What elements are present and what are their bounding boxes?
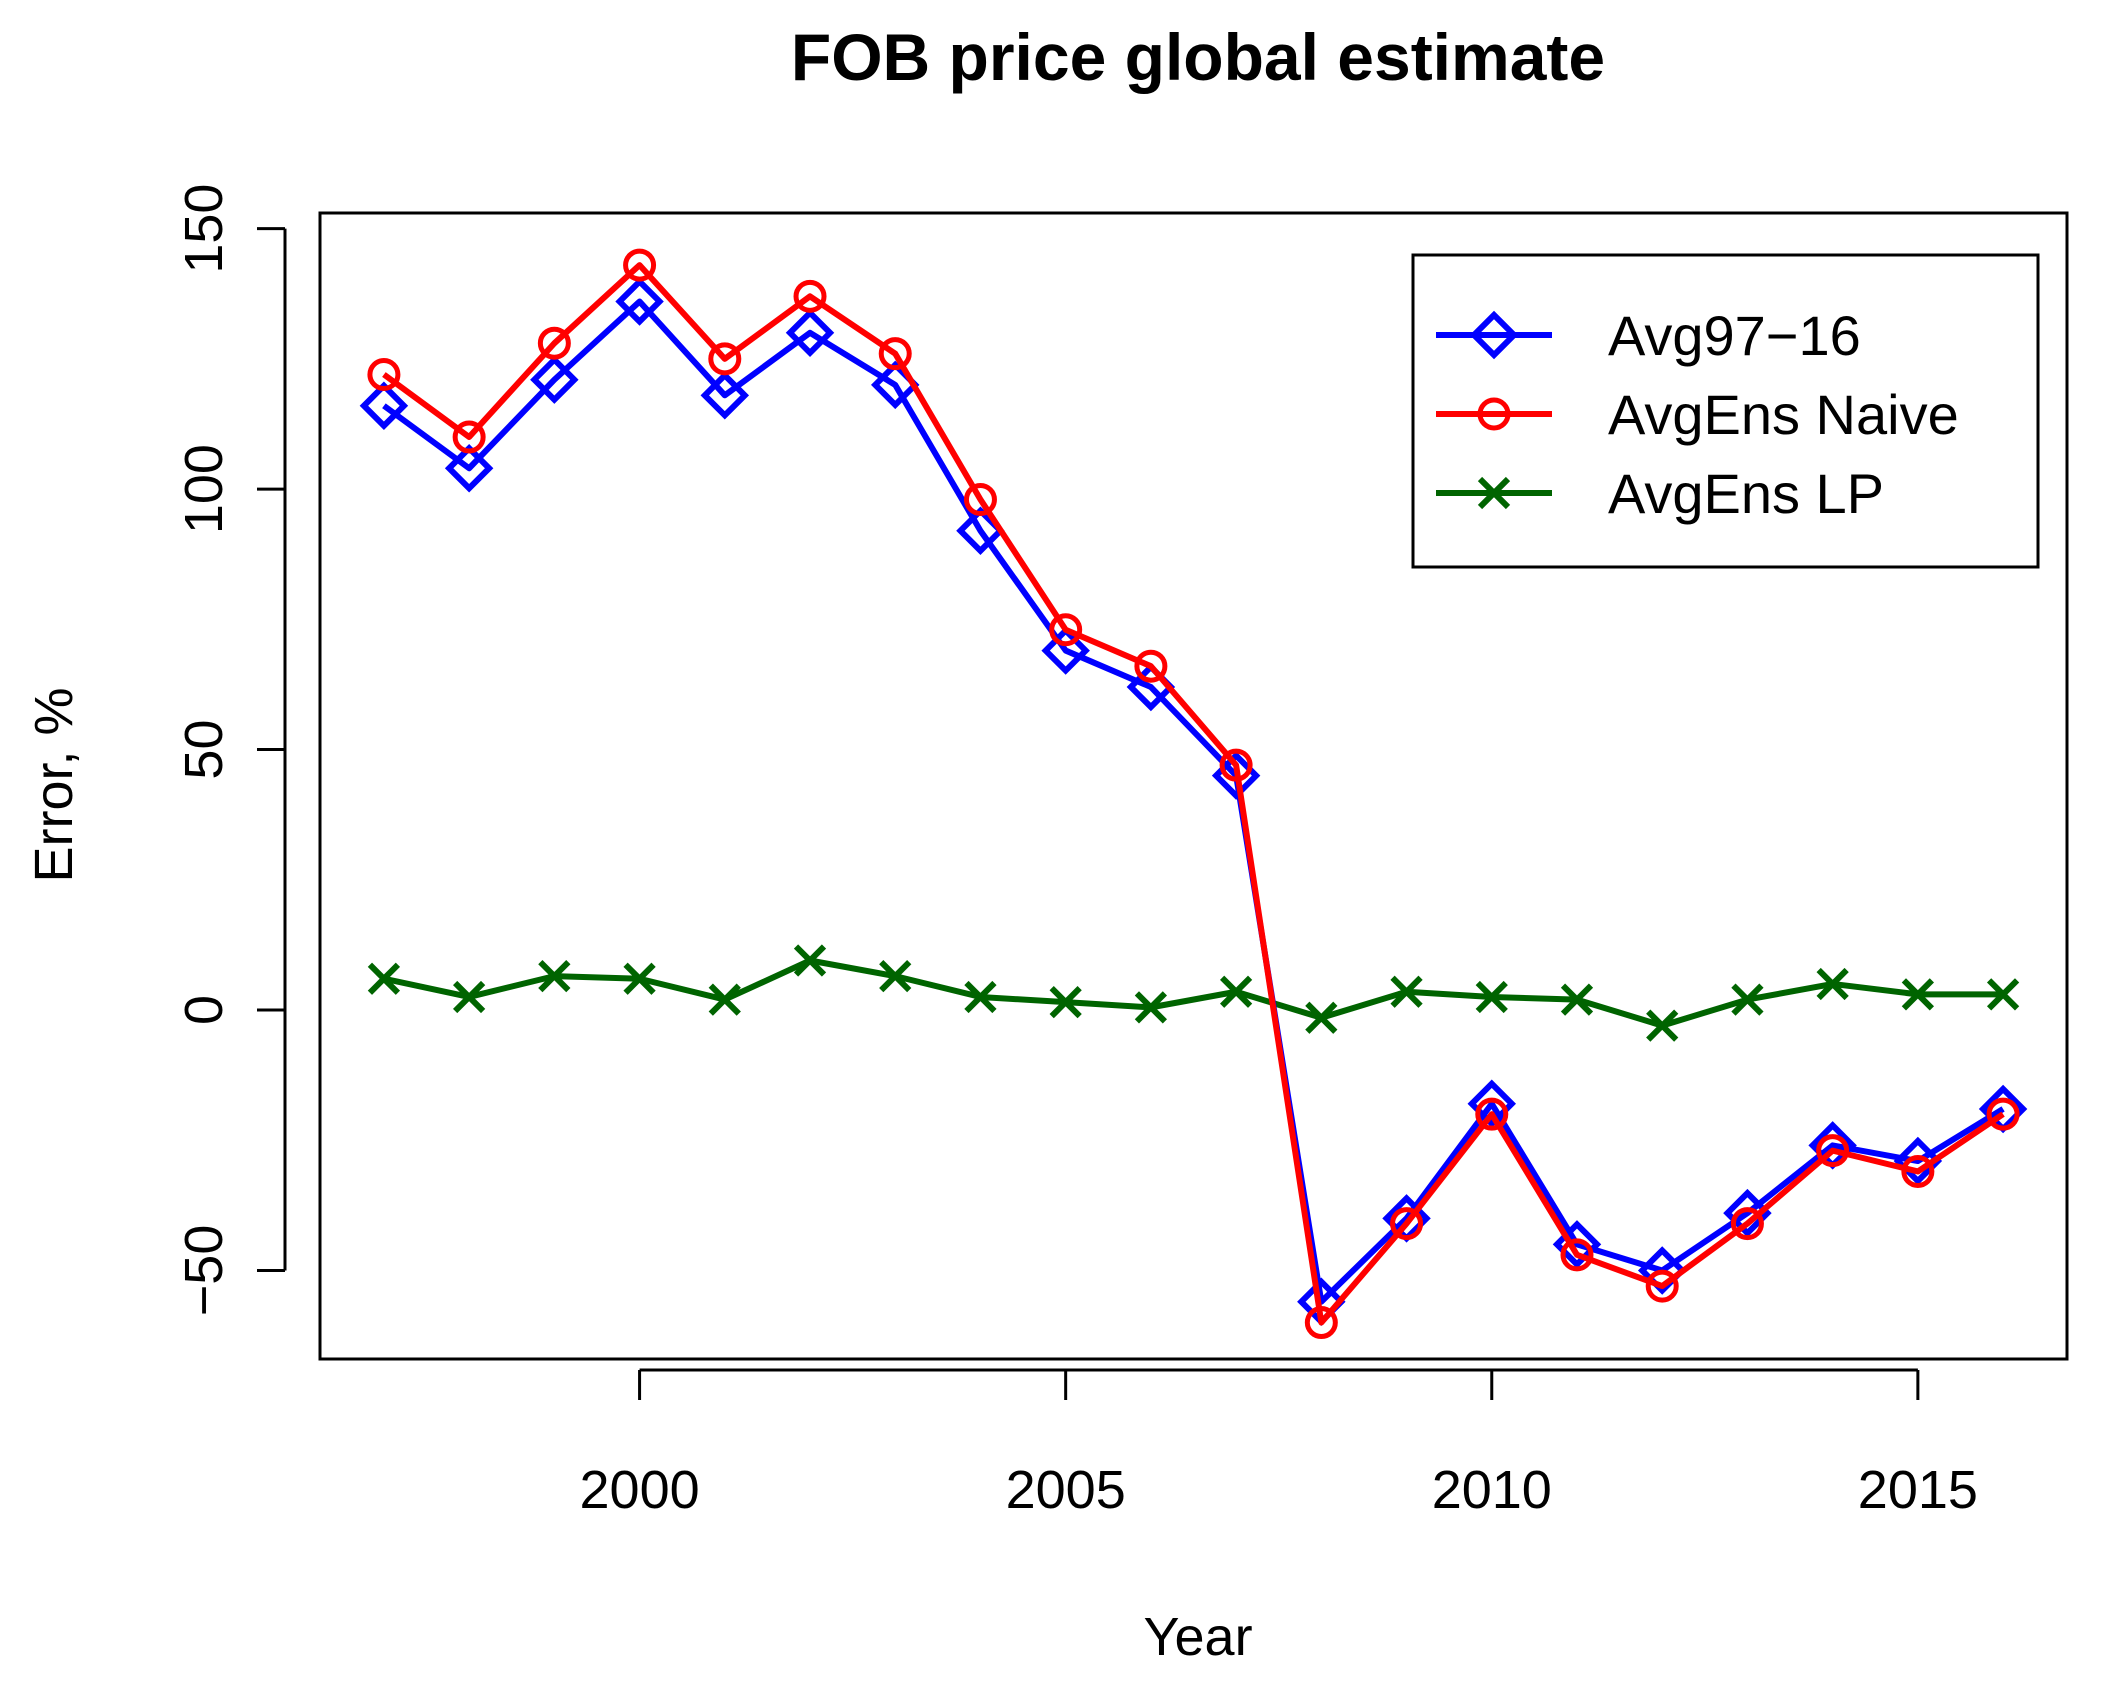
data-point <box>453 980 486 1014</box>
data-point <box>1134 991 1168 1024</box>
data-point <box>1304 1306 1338 1340</box>
data-point <box>359 381 409 430</box>
data-point <box>1986 978 2020 1011</box>
data-point <box>1731 983 1764 1016</box>
data-point <box>1816 1134 1850 1168</box>
data-point <box>1893 1136 1943 1186</box>
data-point <box>537 326 571 360</box>
y-tick-label: 150 <box>174 184 234 274</box>
data-point <box>1041 626 1090 675</box>
series-line <box>383 957 2004 1029</box>
x-tick-label: 2010 <box>1432 1460 1552 1520</box>
legend-label: Avg97−16 <box>1608 304 1861 367</box>
data-point <box>963 483 997 516</box>
y-tick-label: 100 <box>174 444 234 534</box>
data-point <box>1560 1238 1594 1272</box>
data-point <box>452 420 486 454</box>
data-point <box>1723 1188 1772 1238</box>
chart-title: FOB price global estimate <box>791 20 1605 94</box>
data-point <box>1560 983 1594 1016</box>
data-point <box>1305 1001 1338 1034</box>
data-point <box>878 337 912 371</box>
legend-label: AvgEns LP <box>1608 462 1884 525</box>
x-axis-title: Year <box>1143 1607 1252 1667</box>
data-point <box>1467 1079 1517 1128</box>
data-point <box>1901 978 1934 1011</box>
legend: Avg97−16 AvgEns Naive AvgEns LP <box>1411 253 2040 569</box>
data-point <box>964 980 997 1014</box>
y-tick-label: 50 <box>174 719 234 779</box>
data-point <box>1901 1154 1935 1188</box>
data-point <box>1730 1207 1764 1241</box>
data-point <box>615 277 664 326</box>
data-point <box>1645 1269 1679 1303</box>
legend-item: Avg97−16 <box>1436 304 1861 367</box>
data-point <box>1816 967 1849 1001</box>
series-circle <box>367 248 2020 1340</box>
data-point <box>1219 748 1253 782</box>
series-layer <box>359 248 2028 1340</box>
data-point <box>1646 1009 1679 1042</box>
data-point <box>1637 1246 1687 1295</box>
y-tick-label: −50 <box>174 1225 234 1317</box>
data-point <box>700 371 750 420</box>
data-point <box>793 944 827 977</box>
data-point <box>444 444 494 493</box>
data-point <box>538 960 571 993</box>
x-tick-label: 2005 <box>1006 1460 1126 1520</box>
data-point <box>879 960 912 993</box>
legend-item: AvgEns LP <box>1436 462 1884 525</box>
legend-swatch-marker <box>1477 397 1511 431</box>
data-point <box>1049 986 1082 1019</box>
data-point <box>708 983 741 1016</box>
data-point <box>1475 980 1508 1014</box>
data-point <box>1219 975 1253 1008</box>
x-tick-label: 2000 <box>580 1460 700 1520</box>
data-point <box>708 342 742 376</box>
data-point <box>1475 1097 1509 1131</box>
data-point <box>623 248 657 282</box>
data-point <box>367 357 401 391</box>
data-point <box>1134 649 1168 683</box>
legend-swatch-marker <box>1469 310 1519 360</box>
data-point <box>530 355 579 404</box>
y-axis-title: Error, % <box>24 687 84 882</box>
series-line <box>382 262 2005 1326</box>
data-point <box>1049 613 1083 647</box>
data-point <box>1390 975 1423 1008</box>
legend-swatch-marker <box>1477 476 1511 510</box>
data-point <box>793 279 827 313</box>
legend-label: AvgEns Naive <box>1608 383 1959 446</box>
data-point <box>623 962 656 995</box>
y-axis: −50 0 50 100 150 <box>174 184 287 1317</box>
legend-item: AvgEns Naive <box>1436 383 1959 446</box>
x-tick-label: 2015 <box>1858 1460 1978 1520</box>
series-x <box>367 944 2020 1042</box>
y-tick-label: 0 <box>174 995 234 1025</box>
data-point <box>367 962 401 995</box>
data-point <box>1390 1207 1424 1241</box>
data-point <box>1986 1097 2020 1131</box>
plot-frame <box>318 211 2069 1361</box>
data-point <box>785 308 835 358</box>
x-axis: 2000 2005 2010 2015 <box>580 1368 1978 1520</box>
